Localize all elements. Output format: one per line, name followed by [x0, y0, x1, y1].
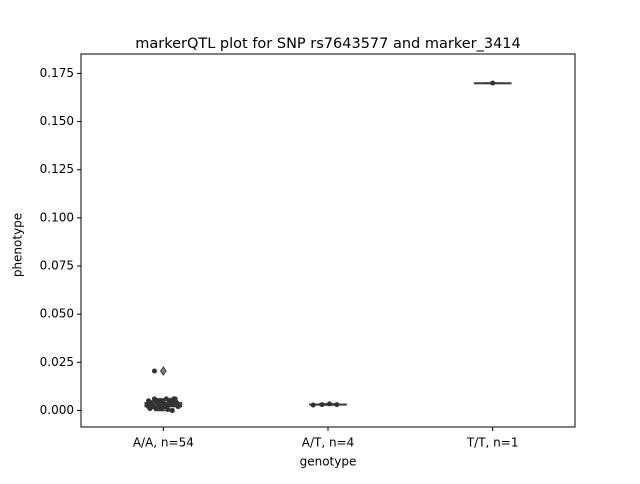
strip-point [156, 400, 162, 406]
x-tick-label: A/A, n=54 [133, 436, 194, 450]
strip-point [169, 407, 175, 413]
y-tick-label: 0.050 [40, 307, 74, 321]
flier [159, 366, 167, 376]
strip-point [172, 398, 178, 404]
strip-point [165, 402, 171, 408]
strip-point [165, 406, 171, 412]
y-tick-label: 0.000 [40, 403, 74, 417]
strip-point [146, 398, 152, 404]
y-tick-label: 0.025 [40, 355, 74, 369]
strip-point [157, 406, 163, 412]
y-tick-label: 0.125 [40, 162, 74, 176]
strip-point [326, 401, 332, 407]
strip-point [175, 404, 181, 410]
y-tick-label: 0.100 [40, 210, 74, 224]
strip-point [334, 402, 340, 408]
strip-point [319, 402, 325, 408]
y-tick-label: 0.150 [40, 114, 74, 128]
x-tick-label: T/T, n=1 [466, 436, 519, 450]
strip-point [151, 368, 157, 374]
chart-title: markerQTL plot for SNP rs7643577 and mar… [135, 36, 521, 52]
x-tick-label: A/T, n=4 [302, 436, 355, 450]
y-axis-label: phenotype [11, 213, 25, 277]
strip-point [310, 402, 316, 408]
x-axis-label: genotype [300, 455, 357, 469]
strip-point [148, 404, 154, 410]
strip-point [490, 80, 496, 86]
strip-point [153, 406, 159, 412]
y-tick-label: 0.075 [40, 259, 74, 273]
y-tick-label: 0.175 [40, 66, 74, 80]
